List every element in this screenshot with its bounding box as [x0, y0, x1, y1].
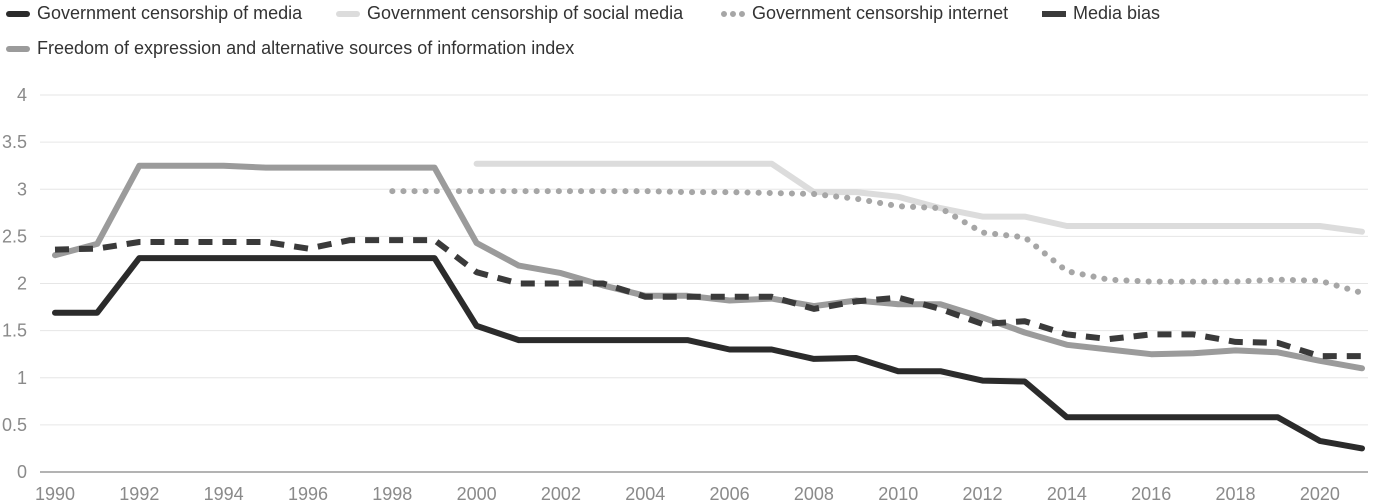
legend-label: Freedom of expression and alternative so…: [37, 38, 575, 58]
x-tick-label: 1992: [119, 484, 159, 503]
x-tick-label: 2006: [710, 484, 750, 503]
legend-label: Media bias: [1073, 3, 1161, 23]
legend-item-government-censorship-of-social-media: Government censorship of social media: [336, 3, 683, 24]
series-line-media-bias: [54, 237, 1362, 360]
series-line-government-censorship-of-social-media: [473, 160, 1365, 235]
series-line-government-censorship-internet: [389, 188, 1365, 296]
x-tick-label: 2008: [794, 484, 834, 503]
x-tick-label: 2002: [541, 484, 581, 503]
series-line-government-censorship-of-media: [52, 255, 1365, 452]
legend-item-government-censorship-internet: Government censorship internet: [721, 3, 1008, 24]
y-tick-label: 1: [17, 368, 27, 388]
legend-label: Government censorship internet: [752, 3, 1009, 23]
x-tick-label: 1998: [372, 484, 412, 503]
legend-swatch: [1042, 10, 1066, 17]
legend-swatch: [6, 45, 30, 52]
x-tick-label: 2010: [878, 484, 918, 503]
y-tick-label: 4: [17, 85, 27, 105]
y-tick-label: 3: [17, 179, 27, 199]
y-tick-label: 1.5: [2, 321, 27, 341]
legend-item-freedom-of-expression-index: Freedom of expression and alternative so…: [6, 38, 574, 59]
y-tick-label: 2.5: [2, 226, 27, 246]
x-tick-label: 2012: [963, 484, 1003, 503]
x-tick-label: 2020: [1300, 484, 1340, 503]
legend-item-media-bias: Media bias: [1042, 3, 1160, 24]
legend-swatch: [336, 10, 360, 17]
legend-swatch: [6, 10, 30, 17]
x-tick-label: 2000: [457, 484, 497, 503]
y-tick-label: 3.5: [2, 132, 27, 152]
legend-item-government-censorship-of-media: Government censorship of media: [6, 3, 302, 24]
x-tick-label: 2004: [625, 484, 665, 503]
x-tick-label: 1994: [204, 484, 244, 503]
legend-label: Government censorship of media: [37, 3, 303, 23]
y-tick-label: 0: [17, 462, 27, 482]
legend-swatch: [721, 10, 745, 17]
x-tick-label: 1990: [35, 484, 75, 503]
y-tick-label: 0.5: [2, 415, 27, 435]
x-tick-label: 2016: [1131, 484, 1171, 503]
x-tick-label: 2018: [1215, 484, 1255, 503]
legend-label: Government censorship of social media: [367, 3, 684, 23]
x-tick-label: 1996: [288, 484, 328, 503]
x-tick-label: 2014: [1047, 484, 1087, 503]
y-tick-label: 2: [17, 274, 27, 294]
series-line-freedom-of-expression-and-alternative-sources-of-information-index: [52, 162, 1365, 372]
